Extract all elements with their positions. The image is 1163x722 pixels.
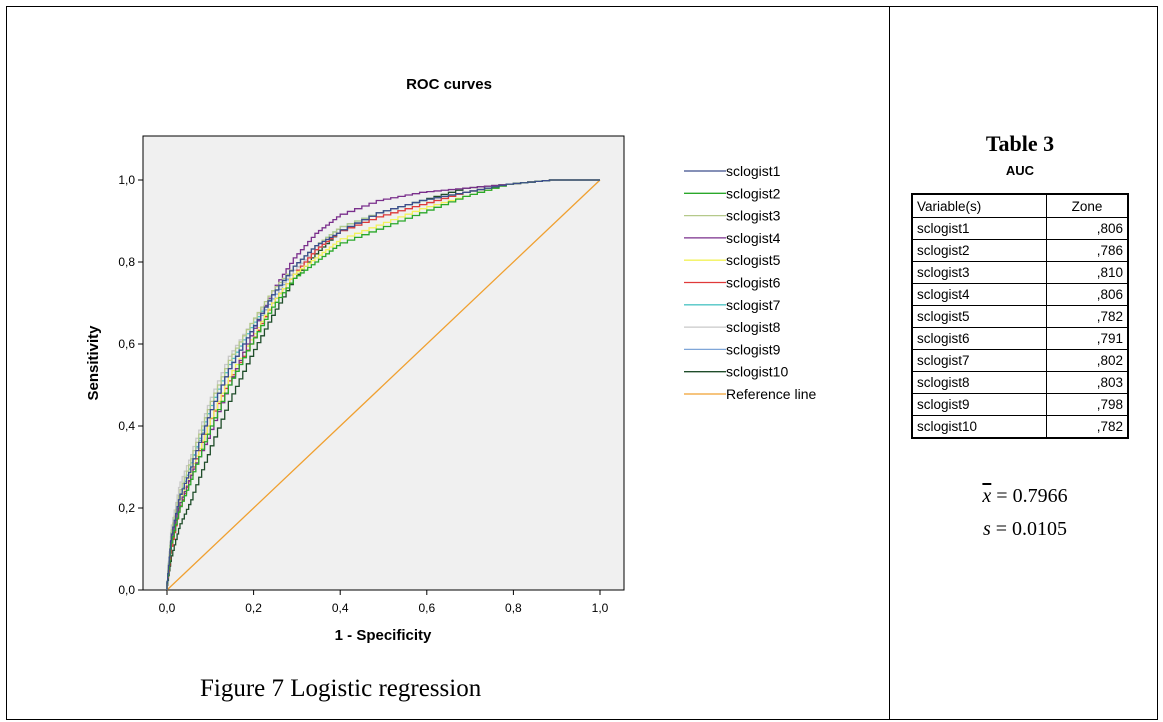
sd-stat: s = 0.0105 (930, 518, 1120, 541)
variable-cell: sclogist3 (912, 261, 1047, 284)
x-tick-label: 0,0 (159, 601, 176, 615)
variable-cell: sclogist5 (912, 305, 1047, 328)
y-axis-label: Sensitivity (85, 325, 102, 401)
x-tick-label: 0,2 (245, 601, 262, 615)
column-divider (889, 6, 890, 720)
x-tick-label: 0,4 (332, 601, 349, 615)
zone-cell: ,803 (1046, 371, 1128, 394)
roc-chart: ROC curves 0,0 0,2 0,4 0,6 0,8 1,0 0,0 0,2 0,4 0,6… (85, 76, 816, 644)
variable-cell: sclogist1 (912, 217, 1047, 240)
zone-cell: ,810 (1046, 261, 1128, 284)
table-row: sclogist3,810 (912, 261, 1128, 284)
variable-cell: sclogist10 (912, 415, 1047, 438)
variable-cell: sclogist6 (912, 327, 1047, 350)
y-tick-label: 0,4 (118, 419, 135, 433)
sd-value: = 0.0105 (995, 518, 1068, 540)
legend-label: sclogist1 (726, 163, 781, 179)
header-zone: Zone (1046, 194, 1128, 218)
legend-label: sclogist9 (726, 341, 781, 357)
legend-label: Reference line (726, 386, 816, 402)
table-row: sclogist10,782 (912, 415, 1128, 438)
table-row: sclogist2,786 (912, 239, 1128, 262)
table-row: sclogist9,798 (912, 393, 1128, 416)
chart-title: ROC curves (406, 76, 492, 93)
series-line-sclogist2 (166, 179, 600, 590)
x-tick-label: 0,8 (505, 601, 522, 615)
table-title: Table 3 (985, 131, 1055, 156)
legend-label: sclogist3 (726, 208, 781, 224)
legend-label: sclogist10 (726, 364, 788, 380)
legend-label: sclogist6 (726, 275, 781, 291)
zone-cell: ,791 (1046, 327, 1128, 350)
zone-cell: ,802 (1046, 349, 1128, 372)
table-header-row: Variable(s) Zone (912, 194, 1128, 218)
y-tick-label: 0,6 (118, 337, 135, 351)
x-axis-label: 1 - Specificity (335, 627, 432, 644)
table-row: sclogist7,802 (912, 349, 1128, 372)
y-tick-label: 0,0 (118, 583, 135, 597)
zone-cell: ,786 (1046, 239, 1128, 262)
table-row: sclogist5,782 (912, 305, 1128, 328)
legend-label: sclogist8 (726, 319, 781, 335)
plot-area (142, 135, 625, 591)
table-row: sclogist1,806 (912, 217, 1128, 240)
table-subtitle: AUC (1005, 163, 1035, 178)
header-variables: Variable(s) (912, 194, 1047, 218)
series-line-sclogist4 (166, 179, 600, 590)
variable-cell: sclogist9 (912, 393, 1047, 416)
variable-cell: sclogist2 (912, 239, 1047, 262)
mean-stat: x = 0.7966 (930, 485, 1120, 508)
zone-cell: ,782 (1046, 305, 1128, 328)
variable-cell: sclogist4 (912, 283, 1047, 306)
zone-cell: ,798 (1046, 393, 1128, 416)
mean-value: = 0.7966 (996, 485, 1068, 507)
x-tick-label: 0,6 (418, 601, 435, 615)
legend-label: sclogist2 (726, 185, 781, 201)
table-body: sclogist1,806 sclogist2,786 sclogist3,810 s… (912, 217, 1128, 438)
table-row: sclogist8,803 (912, 371, 1128, 394)
auc-table: Variable(s) Zone sclogist1,806 sclogist2,… (911, 193, 1129, 439)
zone-cell: ,782 (1046, 415, 1128, 438)
sd-symbol: s (982, 518, 991, 540)
series-line-reference-line (166, 179, 601, 591)
legend-label: sclogist5 (726, 252, 781, 268)
figure-frame (6, 6, 1158, 720)
legend-label: sclogist4 (726, 230, 781, 246)
y-tick-label: 0,2 (118, 501, 135, 515)
series-line-sclogist1 (166, 179, 600, 590)
legend-label: sclogist7 (726, 297, 781, 313)
zone-cell: ,806 (1046, 283, 1128, 306)
zone-cell: ,806 (1046, 217, 1128, 240)
table-row: sclogist6,791 (912, 327, 1128, 350)
x-tick-label: 1,0 (592, 601, 609, 615)
y-tick-label: 0,8 (118, 255, 135, 269)
mean-symbol: x (982, 485, 992, 507)
table-row: sclogist4,806 (912, 283, 1128, 306)
y-tick-label: 1,0 (118, 173, 135, 187)
variable-cell: sclogist8 (912, 371, 1047, 394)
variable-cell: sclogist7 (912, 349, 1047, 372)
figure-caption: Figure 7 Logistic regression (200, 675, 482, 702)
